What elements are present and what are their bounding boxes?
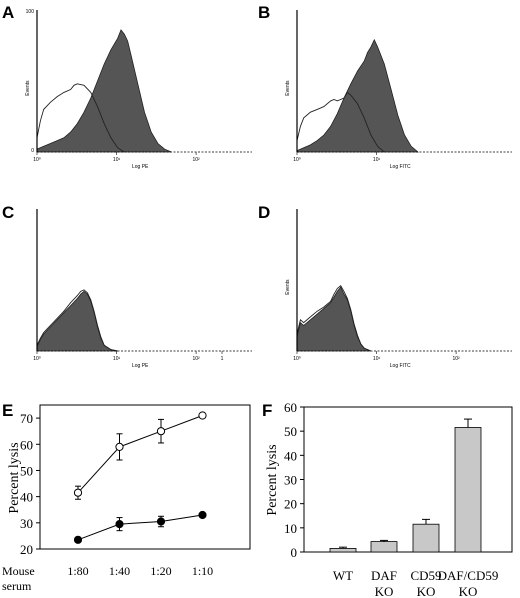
x-axis-label: Log PE bbox=[132, 164, 149, 170]
x-tick-label: 10² bbox=[192, 157, 200, 163]
x-tick-label: 1 bbox=[221, 356, 224, 362]
panel-letter-a: A bbox=[2, 3, 14, 22]
panel-letter-e: E bbox=[2, 401, 13, 420]
x-tick-label: 1:20 bbox=[150, 564, 171, 578]
y-tick-label: 0 bbox=[291, 545, 298, 560]
y-tick-label-bottom: 0 bbox=[31, 148, 34, 154]
x-tick-label: WT bbox=[333, 568, 353, 583]
x-tick-label: 10² bbox=[192, 356, 200, 362]
x-axis-label: Log PE bbox=[132, 363, 149, 369]
x-tick-label: 1:10 bbox=[192, 564, 213, 578]
y-axis-label: Events bbox=[285, 279, 291, 295]
y-axis-label-f: Percent lysis bbox=[265, 444, 280, 515]
x-tick-label: DAF/CD59 bbox=[438, 568, 499, 583]
y-tick-label: 40 bbox=[284, 448, 297, 463]
filled-histogram bbox=[296, 38, 419, 153]
series-line-filled bbox=[77, 514, 203, 541]
filled-histogram bbox=[36, 290, 118, 352]
data-point-filled bbox=[73, 535, 83, 544]
panel-letter-d: D bbox=[258, 203, 270, 222]
x-tick-label: 1:80 bbox=[67, 564, 88, 578]
y-axis-label: Events bbox=[25, 80, 31, 96]
y-axis-label: Events bbox=[285, 80, 291, 96]
bar bbox=[412, 523, 440, 553]
bar bbox=[454, 427, 482, 553]
filled-histogram bbox=[36, 29, 172, 153]
x-axis-label-e-line1: Mouse bbox=[2, 564, 35, 578]
control-histogram-outline bbox=[36, 289, 118, 352]
data-point-filled bbox=[156, 517, 166, 526]
y-tick-label: 20 bbox=[20, 542, 33, 557]
control-histogram-outline bbox=[296, 285, 372, 352]
x-tick-label: 10⁰ bbox=[293, 356, 301, 362]
x-tick-label: 10¹ bbox=[113, 356, 121, 362]
panel-letter-f: F bbox=[262, 401, 272, 420]
y-tick-label: 10 bbox=[284, 521, 297, 536]
data-point-open bbox=[198, 411, 207, 420]
y-tick-label: 70 bbox=[20, 411, 33, 426]
x-tick-label: CD59 bbox=[410, 568, 441, 583]
x-tick-label: 1:40 bbox=[109, 564, 130, 578]
x-tick-label: 10⁰ bbox=[33, 356, 41, 362]
control-histogram-outline bbox=[296, 91, 385, 153]
y-tick-label: 50 bbox=[20, 463, 33, 478]
y-tick-label: 30 bbox=[284, 473, 297, 488]
data-point-filled bbox=[198, 510, 207, 520]
histogram-panel-d: 10⁰ 10¹ 10² Log FITC Events bbox=[285, 209, 512, 369]
panel-letter-c: C bbox=[2, 203, 14, 222]
data-point-open bbox=[115, 442, 124, 451]
y-tick-label: 40 bbox=[20, 490, 33, 505]
x-tick-label: 10¹ bbox=[373, 356, 381, 362]
x-tick-label: KO bbox=[375, 584, 394, 598]
x-axis-label: Log FITC bbox=[390, 164, 411, 170]
y-axis-label-e: Percent lysis bbox=[7, 442, 22, 513]
lysis-line-chart: Percent lysis Mouse serum 20 30 40 50 60 70 1:… bbox=[2, 404, 251, 593]
y-tick-label: 20 bbox=[284, 497, 297, 512]
x-tick-label: 10¹ bbox=[373, 157, 381, 163]
data-point-open bbox=[73, 488, 83, 497]
data-point-open bbox=[156, 427, 166, 436]
x-axis-label: Log FITC bbox=[390, 363, 411, 369]
histogram-panel-a: 10⁰ 10¹ 10² Log PE Events 100 0 bbox=[25, 9, 252, 170]
y-tick-label: 30 bbox=[20, 516, 33, 531]
x-tick-label: 10⁰ bbox=[293, 157, 301, 163]
x-tick-label: DAF bbox=[371, 568, 397, 583]
bar bbox=[329, 548, 357, 553]
histogram-panel-b: 10⁰ 10¹ Log FITC Events bbox=[285, 10, 512, 170]
bar bbox=[370, 541, 398, 553]
histogram-panel-c: 10⁰ 10¹ 10² 1 Log PE bbox=[33, 209, 252, 369]
y-tick-label-top: 100 bbox=[26, 9, 35, 15]
x-tick-label: 10² bbox=[452, 356, 460, 362]
data-point-filled bbox=[115, 520, 124, 529]
x-tick-label: KO bbox=[459, 584, 478, 598]
y-tick-label: 60 bbox=[20, 437, 33, 452]
x-tick-label: 10⁰ bbox=[33, 157, 41, 163]
y-tick-label: 50 bbox=[284, 424, 297, 439]
x-tick-label: KO bbox=[417, 584, 436, 598]
control-histogram-outline bbox=[36, 83, 125, 153]
y-tick-label: 60 bbox=[284, 400, 297, 415]
panel-letter-b: B bbox=[258, 3, 270, 22]
x-tick-label: 10¹ bbox=[113, 157, 121, 163]
series-line-open bbox=[77, 415, 203, 494]
plot-frame-e bbox=[39, 404, 251, 550]
x-axis-label-e-line2: serum bbox=[2, 579, 32, 593]
